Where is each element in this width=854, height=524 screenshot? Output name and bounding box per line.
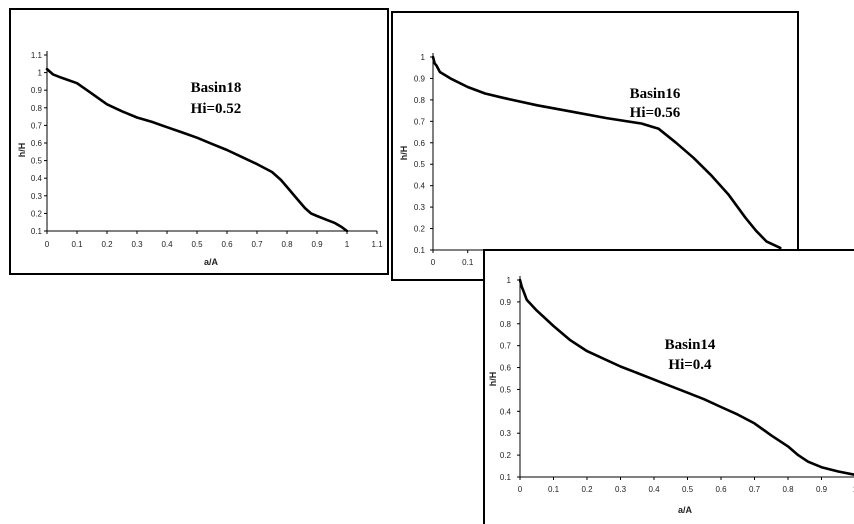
y-axis-label: h/H — [399, 146, 409, 161]
y-tick-label: 0.1 — [414, 246, 426, 255]
y-tick-label: 0.4 — [31, 174, 43, 183]
y-tick-label: 0.2 — [31, 209, 43, 218]
hypsometric-curve-line — [518, 278, 854, 476]
y-tick-label: 0.5 — [500, 385, 512, 394]
y-axis-label: h/H — [17, 143, 27, 158]
y-tick-label: 0.6 — [500, 364, 512, 373]
x-tick-label: 0.8 — [281, 240, 293, 249]
y-tick-label: 0.8 — [500, 320, 512, 329]
y-tick-label: 1 — [421, 53, 426, 62]
x-tick-label: 0.1 — [71, 240, 83, 249]
y-tick-label: 0.1 — [31, 227, 43, 236]
y-tick-label: 0.2 — [500, 451, 512, 460]
x-tick-label: 0.1 — [462, 258, 474, 267]
basin18-chart-panel: 0 0.1 0.2 0.3 0.4 0.5 0.6 0.7 0.8 0.9 1 1.1 0.1 0.2 0.… — [9, 8, 389, 275]
y-tick-label: 0.6 — [414, 139, 426, 148]
x-axis-label: a/A — [678, 505, 693, 515]
x-tick-label: 1.1 — [371, 240, 383, 249]
y-tick-label: 0.4 — [414, 182, 426, 191]
x-tick-label: 0 — [518, 485, 523, 494]
y-tick-label: 0.6 — [31, 139, 43, 148]
y-tick-label: 0.5 — [31, 157, 43, 166]
y-tick-label: 0.3 — [31, 192, 43, 201]
chart-subtitle: Hi=0.52 — [191, 101, 242, 117]
y-tick-label: 0.3 — [414, 203, 426, 212]
x-tick-label: 0.1 — [548, 485, 560, 494]
y-tick-label: 0.7 — [414, 117, 426, 126]
x-tick-label: 0.7 — [251, 240, 263, 249]
y-tick-label: 0.8 — [31, 104, 43, 113]
chart-subtitle: Hi=0.56 — [630, 105, 681, 121]
chart-title: Basin14 — [665, 337, 716, 353]
y-tick-label: 0.9 — [414, 74, 426, 83]
y-tick-label: 0.5 — [414, 160, 426, 169]
y-tick-label: 0.8 — [414, 96, 426, 105]
x-tick-label: 0 — [431, 258, 436, 267]
y-tick-label: 0.4 — [500, 407, 512, 416]
x-tick-label: 0.7 — [749, 485, 761, 494]
x-tick-label: 0.5 — [191, 240, 203, 249]
x-tick-label: 0.9 — [816, 485, 828, 494]
basin14-chart: 0 0.1 0.2 0.3 0.4 0.5 0.6 0.7 0.8 0.9 1 0.1 0.2 0.3 0.… — [488, 276, 854, 515]
x-tick-label: 0.9 — [311, 240, 323, 249]
hypsometric-curve-line — [431, 55, 782, 250]
y-tick-label: 1.1 — [31, 51, 43, 60]
chart-title: Basin16 — [630, 86, 681, 102]
x-tick-label: 0.3 — [131, 240, 143, 249]
x-tick-label: 0.2 — [581, 485, 593, 494]
y-tick-label: 0.9 — [500, 298, 512, 307]
y-tick-label: 1 — [38, 69, 43, 78]
x-tick-label: 0.4 — [161, 240, 173, 249]
x-tick-label: 0 — [45, 240, 50, 249]
y-tick-label: 0.1 — [500, 473, 512, 482]
x-tick-label: 0.2 — [101, 240, 113, 249]
y-tick-label: 0.7 — [500, 342, 512, 351]
y-tick-label: 0.2 — [414, 225, 426, 234]
x-tick-label: 0.8 — [782, 485, 794, 494]
basin14-chart-panel: 0 0.1 0.2 0.3 0.4 0.5 0.6 0.7 0.8 0.9 1 0.1 0.2 0.3 0.… — [483, 249, 854, 524]
x-tick-label: 1 — [853, 485, 854, 494]
y-axis-label: h/H — [488, 372, 498, 387]
basin18-chart: 0 0.1 0.2 0.3 0.4 0.5 0.6 0.7 0.8 0.9 1 1.10.10.20.… — [17, 51, 383, 267]
x-tick-label: 1 — [345, 240, 350, 249]
y-tick-label: 0.9 — [31, 86, 43, 95]
basin16-chart-panel: 0 0.1 0.1 0.2 0.3 0.4 0.5 0.6 0.7 0.8 0.9 1 h/H Basin… — [391, 11, 799, 281]
basin16-chart: 0 0.1 0.1 0.2 0.3 0.4 0.5 0.6 0.7 0.8 0.9 1 h/H Basin… — [399, 53, 797, 267]
x-tick-label: 0.5 — [682, 485, 694, 494]
hypsometric-curve-line — [45, 67, 349, 233]
x-tick-label: 0.3 — [615, 485, 627, 494]
y-tick-label: 0.3 — [500, 429, 512, 438]
chart-title: Basin18 — [191, 80, 242, 96]
x-axis-label: a/A — [204, 257, 219, 267]
y-tick-label: 0.7 — [31, 121, 43, 130]
x-tick-label: 0.4 — [648, 485, 660, 494]
x-tick-label: 0.6 — [715, 485, 727, 494]
chart-subtitle: Hi=0.4 — [668, 357, 712, 373]
y-tick-label: 1 — [507, 276, 512, 285]
x-tick-label: 0.6 — [221, 240, 233, 249]
